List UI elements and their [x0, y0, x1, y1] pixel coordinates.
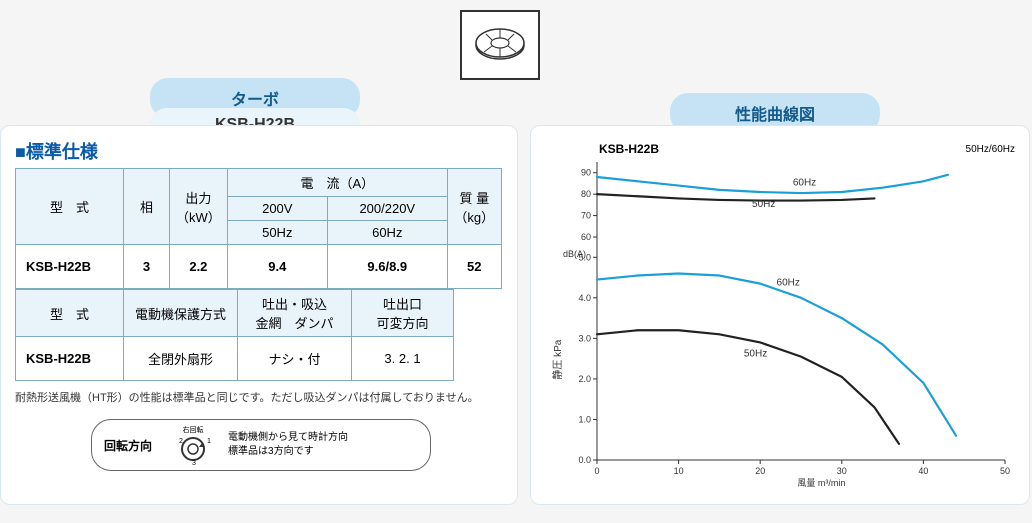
rotation-box: 回転方向 右回転 2 1 3 電動機側から見て時計方向 標準品は3方向です: [91, 419, 431, 471]
cell-phase: 3: [124, 245, 170, 289]
cell2-model: KSB-H22B: [16, 337, 124, 381]
cell-mass: 52: [447, 245, 501, 289]
th2-outlet: 吐出口可変方向: [352, 290, 454, 337]
th-200v: 200V: [227, 197, 327, 221]
chart-subtitle: 50Hz/60Hz: [966, 144, 1015, 155]
cell-model: KSB-H22B: [16, 245, 124, 289]
svg-text:50Hz: 50Hz: [744, 349, 767, 360]
svg-text:5.0: 5.0: [578, 252, 591, 262]
svg-text:10: 10: [674, 466, 684, 476]
svg-text:50: 50: [1000, 466, 1010, 476]
spec-panel: ■標準仕様 型 式 相 出力（kW） 電 流（A） 質 量（kg） 200V 2…: [0, 125, 518, 505]
table-row: KSB-H22B 全閉外扇形 ナシ・付 3. 2. 1: [16, 337, 454, 381]
rotation-text: 電動機側から見て時計方向 標準品は3方向です: [228, 431, 348, 459]
th2-protect: 電動機保護方式: [124, 290, 238, 337]
fan-icon: [460, 10, 540, 80]
th-mass: 質 量（kg）: [447, 169, 501, 245]
svg-text:80: 80: [581, 189, 591, 199]
rotation-icon: 右回転 2 1 3: [168, 425, 218, 465]
svg-text:静圧 kPa: 静圧 kPa: [551, 339, 564, 379]
th2-model: 型 式: [16, 290, 124, 337]
svg-text:0: 0: [594, 466, 599, 476]
cell-current50: 9.4: [227, 245, 327, 289]
spec-table-1: 型 式 相 出力（kW） 電 流（A） 質 量（kg） 200V 200/220…: [15, 168, 502, 289]
cell2-mesh: ナシ・付: [238, 337, 352, 381]
svg-text:50Hz: 50Hz: [752, 199, 775, 210]
svg-text:0.0: 0.0: [578, 455, 591, 465]
cell2-outlet: 3. 2. 1: [352, 337, 454, 381]
svg-text:1.0: 1.0: [578, 414, 591, 424]
svg-text:60Hz: 60Hz: [777, 278, 800, 289]
svg-text:30: 30: [837, 466, 847, 476]
th-current: 電 流（A）: [227, 169, 447, 197]
chart-panel: KSB-H22B 50Hz/60Hz 0 10 20 30 40 50 風量 m³/min 6…: [530, 125, 1030, 505]
svg-text:60: 60: [581, 232, 591, 242]
spec-table-2: 型 式 電動機保護方式 吐出・吸込金網 ダンパ 吐出口可変方向 KSB-H22B…: [15, 289, 454, 381]
svg-text:3: 3: [192, 460, 196, 465]
cell-output: 2.2: [170, 245, 228, 289]
svg-text:風量 m³/min: 風量 m³/min: [797, 478, 845, 488]
th-phase: 相: [124, 169, 170, 245]
svg-text:右回転: 右回転: [183, 425, 204, 434]
chart-title: KSB-H22B: [599, 142, 659, 156]
cell-current60: 9.6/8.9: [327, 245, 447, 289]
svg-text:4.0: 4.0: [578, 293, 591, 303]
svg-text:3.0: 3.0: [578, 333, 591, 343]
svg-text:40: 40: [918, 466, 928, 476]
svg-text:90: 90: [581, 168, 591, 178]
spec-title: ■標準仕様: [1, 126, 517, 168]
th-200-220v: 200/220V: [327, 197, 447, 221]
th2-mesh: 吐出・吸込金網 ダンパ: [238, 290, 352, 337]
cell2-protect: 全閉外扇形: [124, 337, 238, 381]
svg-text:2: 2: [179, 438, 183, 445]
th-60hz: 60Hz: [327, 221, 447, 245]
svg-text:70: 70: [581, 211, 591, 221]
th-output: 出力（kW）: [170, 169, 228, 245]
svg-text:1: 1: [207, 438, 211, 445]
svg-text:2.0: 2.0: [578, 374, 591, 384]
footnote: 耐熱形送風機（HT形）の性能は標準品と同じです。ただし吸込ダンパは付属しておりま…: [15, 389, 517, 405]
th-50hz: 50Hz: [227, 221, 327, 245]
rotation-label: 回転方向: [104, 437, 152, 454]
performance-chart: KSB-H22B 50Hz/60Hz 0 10 20 30 40 50 風量 m³/min 6…: [547, 142, 1015, 490]
svg-text:60Hz: 60Hz: [793, 178, 816, 189]
th-model: 型 式: [16, 169, 124, 245]
table-row: KSB-H22B 3 2.2 9.4 9.6/8.9 52: [16, 245, 502, 289]
svg-text:20: 20: [755, 466, 765, 476]
